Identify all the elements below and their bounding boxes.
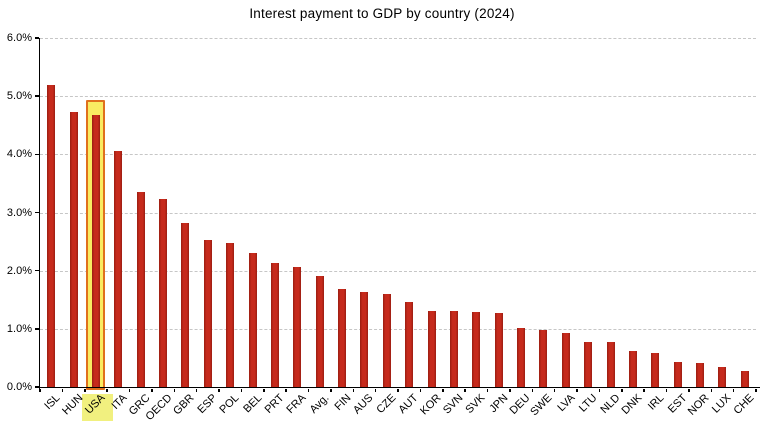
bar-LVA — [561, 332, 570, 387]
bar-KOR — [427, 310, 436, 387]
y-tick-label-5.0%: 5.0% — [6, 90, 32, 103]
y-tick-label-6.0%: 6.0% — [6, 32, 32, 44]
y-tick-3.0% — [34, 211, 39, 214]
x-tick-20 — [486, 388, 489, 392]
x-tick-24 — [576, 388, 578, 392]
bar-FIN — [338, 289, 347, 387]
gridline-2.0pct — [40, 270, 756, 272]
bar-SVK — [472, 311, 481, 387]
y-tick-0.0% — [34, 386, 39, 388]
x-axis — [38, 386, 760, 389]
y-tick-4.0% — [34, 153, 39, 156]
x-tick-19 — [464, 388, 466, 392]
x-tick-7 — [195, 388, 198, 392]
x-tick-10 — [263, 388, 265, 392]
x-tick-23 — [553, 388, 556, 392]
x-tick-31 — [732, 388, 735, 392]
gridline-1.0pct — [40, 328, 756, 330]
bar-NOR — [696, 363, 705, 387]
bar-BEL — [248, 252, 257, 387]
x-tick-3 — [106, 388, 108, 392]
highlight-label-background — [81, 394, 113, 421]
x-tick-30 — [710, 388, 712, 392]
bar-ESP — [203, 240, 212, 387]
x-tick-14 — [352, 388, 354, 392]
x-tick-13 — [330, 388, 332, 392]
x-tick-27 — [643, 388, 645, 392]
x-tick-29 — [688, 388, 690, 392]
x-tick-6 — [173, 388, 175, 392]
x-tick-0 — [39, 388, 41, 392]
y-tick-label-2.0%: 2.0% — [6, 264, 32, 277]
bar-FRA — [293, 266, 302, 387]
bar-OECD — [159, 199, 168, 387]
bar-ISL — [47, 84, 56, 387]
x-tick-15 — [374, 388, 377, 392]
bar-LUX — [718, 366, 727, 387]
x-tick-16 — [397, 388, 399, 392]
bar-HUN — [69, 111, 78, 387]
bar-SVN — [449, 310, 458, 387]
gridline-6.0pct — [40, 38, 756, 39]
chart-title: Interest payment to GDP by country (2024… — [249, 6, 515, 21]
x-tick-8 — [218, 388, 220, 392]
x-tick-2 — [84, 388, 86, 392]
x-tick-26 — [621, 388, 623, 392]
gridline-5.0pct — [40, 96, 756, 98]
x-tick-25 — [598, 388, 601, 392]
bar-AUT — [405, 302, 414, 387]
x-tick-1 — [61, 388, 64, 392]
x-tick-12 — [307, 388, 310, 392]
x-tick-21 — [509, 388, 511, 392]
y-tick-1.0% — [34, 328, 39, 330]
bar-CZE — [382, 293, 391, 387]
bar-NLD — [606, 342, 615, 387]
y-tick-label-3.0%: 3.0% — [6, 206, 32, 219]
y-axis — [38, 38, 40, 389]
bar-JPN — [494, 313, 503, 387]
gridline-3.0pct — [40, 212, 756, 214]
y-tick-label-4.0%: 4.0% — [6, 148, 32, 161]
y-tick-5.0% — [34, 95, 39, 97]
x-tick-17 — [419, 388, 422, 392]
bar-EST — [673, 361, 682, 387]
x-tick-4 — [128, 388, 131, 392]
bar-USA — [91, 114, 100, 387]
x-tick-22 — [531, 388, 533, 392]
bar-IRL — [651, 353, 660, 387]
x-tick-18 — [442, 388, 444, 392]
y-tick-2.0% — [34, 269, 39, 272]
bar-ITA — [114, 151, 123, 387]
x-tick-5 — [151, 388, 153, 392]
x-tick-28 — [665, 388, 668, 392]
bar-Avg. — [315, 276, 324, 387]
bar-PRT — [270, 263, 279, 387]
bar-GRC — [136, 192, 145, 387]
x-tick-11 — [285, 388, 287, 392]
bar-CHE — [740, 370, 749, 387]
gridline-4.0pct — [40, 154, 756, 156]
y-tick-label-0.0%: 0.0% — [6, 381, 32, 393]
bar-GBR — [181, 222, 190, 387]
bar-DEU — [517, 328, 526, 387]
bar-DNK — [628, 350, 637, 387]
bar-LTU — [584, 341, 593, 387]
x-tick-9 — [240, 388, 243, 392]
x-tick-32 — [755, 388, 757, 392]
bar-POL — [226, 243, 235, 387]
bar-AUS — [360, 292, 369, 387]
bar-SWE — [539, 329, 548, 387]
y-tick-6.0% — [34, 37, 39, 39]
y-tick-label-1.0%: 1.0% — [6, 322, 32, 335]
